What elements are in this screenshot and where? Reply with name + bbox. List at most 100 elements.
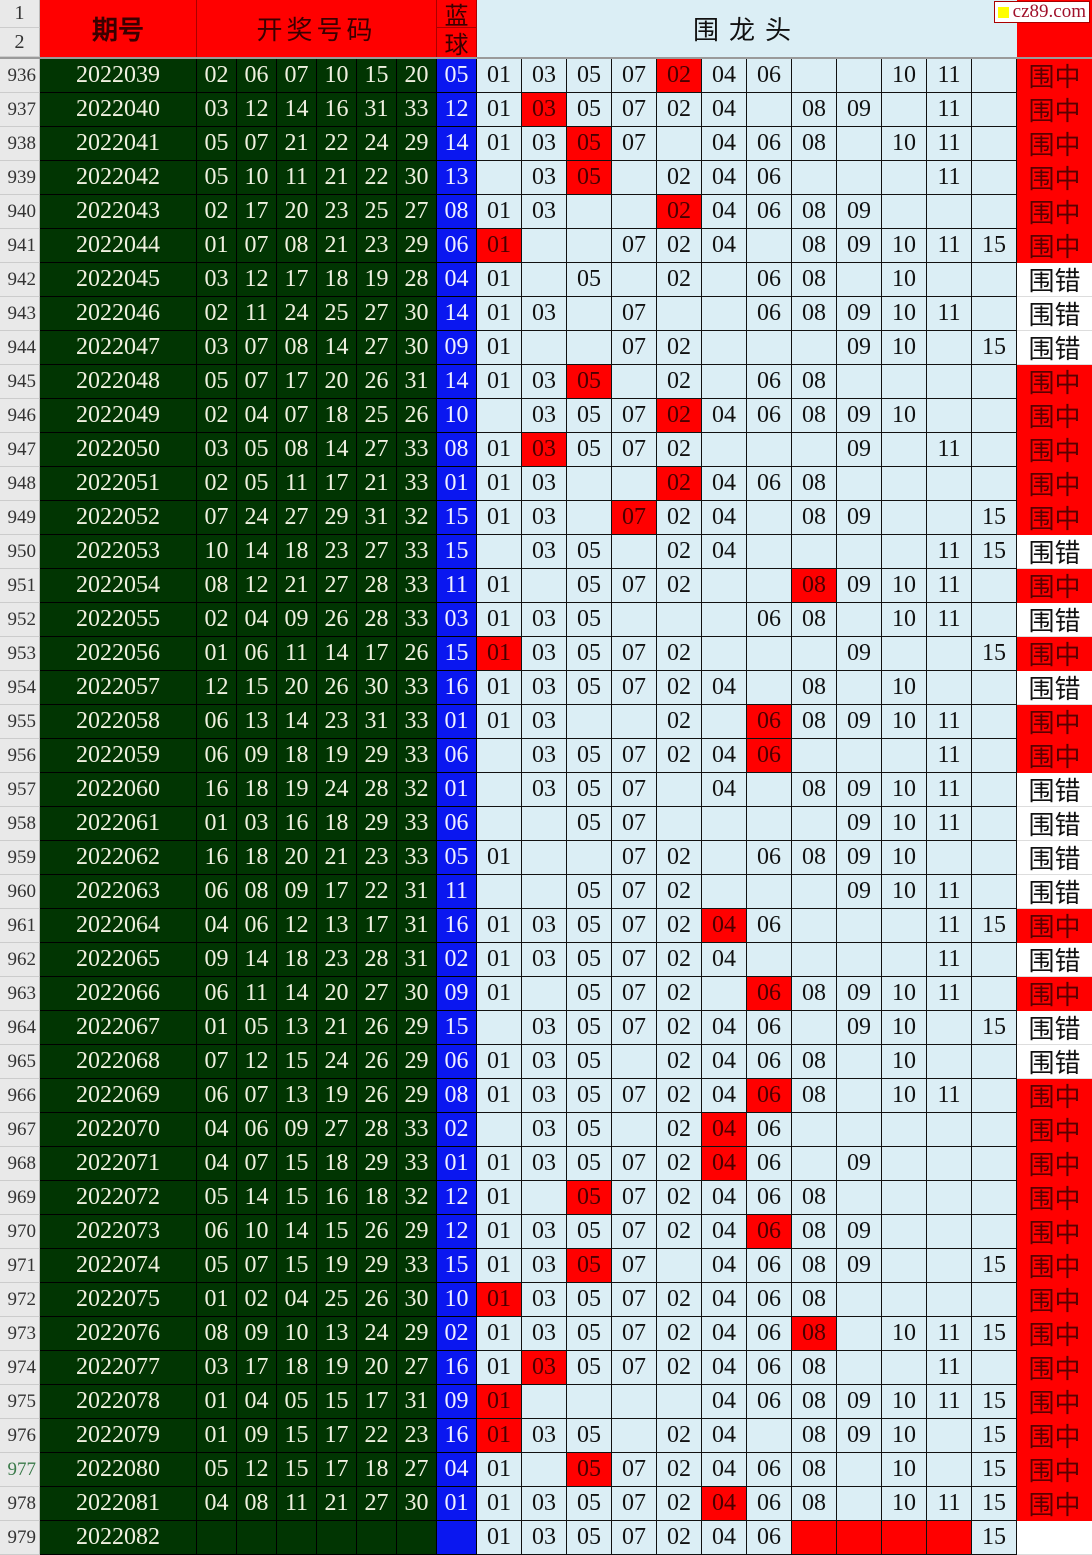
long-head-cell[interactable]: [927, 1249, 972, 1283]
long-head-cell[interactable]: 06: [747, 365, 792, 399]
long-head-cell[interactable]: 07: [612, 1317, 657, 1351]
long-head-cell[interactable]: 03: [522, 501, 567, 535]
long-head-hit-cell[interactable]: 05: [567, 161, 612, 195]
long-head-cell[interactable]: 05: [567, 1215, 612, 1249]
long-head-cell[interactable]: [612, 365, 657, 399]
long-head-cell[interactable]: 07: [612, 1521, 657, 1555]
red-ball-cell[interactable]: 07: [237, 365, 277, 399]
long-head-cell[interactable]: [882, 467, 927, 501]
long-head-cell[interactable]: 06: [747, 1045, 792, 1079]
red-ball-cell[interactable]: 13: [317, 909, 357, 943]
long-head-cell[interactable]: 10: [882, 1419, 927, 1453]
long-head-cell[interactable]: [567, 195, 612, 229]
long-head-cell[interactable]: [792, 739, 837, 773]
long-head-hit-cell[interactable]: 01: [477, 1385, 522, 1419]
long-head-cell[interactable]: 06: [747, 161, 792, 195]
long-head-cell[interactable]: 10: [882, 977, 927, 1011]
red-ball-cell[interactable]: 23: [357, 229, 397, 263]
blue-ball-cell[interactable]: 01: [437, 467, 477, 501]
red-ball-cell[interactable]: 04: [197, 1147, 237, 1181]
red-ball-cell[interactable]: 26: [357, 1215, 397, 1249]
blue-ball-cell[interactable]: 15: [437, 535, 477, 569]
long-head-cell[interactable]: 11: [927, 161, 972, 195]
row-number[interactable]: 940: [0, 195, 40, 229]
long-head-cell[interactable]: 06: [747, 127, 792, 161]
red-ball-cell[interactable]: 30: [397, 331, 437, 365]
result-cell[interactable]: 围错: [1017, 773, 1092, 807]
result-cell[interactable]: 围中: [1017, 1147, 1092, 1181]
red-ball-cell[interactable]: 14: [237, 943, 277, 977]
row-number[interactable]: 963: [0, 977, 40, 1011]
long-head-cell[interactable]: 10: [882, 263, 927, 297]
long-head-cell[interactable]: 07: [612, 229, 657, 263]
long-head-cell[interactable]: 09: [837, 773, 882, 807]
long-head-cell[interactable]: 01: [477, 1147, 522, 1181]
long-head-cell[interactable]: [972, 739, 1017, 773]
long-head-cell[interactable]: 02: [657, 841, 702, 875]
red-ball-cell[interactable]: 07: [197, 1045, 237, 1079]
red-ball-cell[interactable]: 29: [397, 1011, 437, 1045]
red-ball-cell[interactable]: 16: [197, 773, 237, 807]
long-head-cell[interactable]: 05: [567, 875, 612, 909]
long-head-cell[interactable]: 11: [927, 977, 972, 1011]
red-ball-cell[interactable]: 17: [357, 909, 397, 943]
red-ball-cell[interactable]: 01: [197, 1011, 237, 1045]
long-head-cell[interactable]: 11: [927, 535, 972, 569]
result-cell[interactable]: 围中: [1017, 1079, 1092, 1113]
long-head-hit-cell[interactable]: 04: [702, 1487, 747, 1521]
red-ball-cell[interactable]: 14: [277, 1215, 317, 1249]
blue-ball-cell[interactable]: 02: [437, 1317, 477, 1351]
long-head-cell[interactable]: [792, 909, 837, 943]
long-head-cell[interactable]: [927, 1045, 972, 1079]
red-ball-cell[interactable]: 18: [277, 1351, 317, 1385]
red-ball-cell[interactable]: 06: [197, 739, 237, 773]
red-ball-cell[interactable]: 07: [237, 127, 277, 161]
long-head-cell[interactable]: 10: [882, 1317, 927, 1351]
long-head-cell[interactable]: [702, 433, 747, 467]
long-head-cell[interactable]: [882, 1113, 927, 1147]
long-head-cell[interactable]: 07: [612, 399, 657, 433]
long-head-cell[interactable]: 11: [927, 229, 972, 263]
issue-cell[interactable]: 2022045: [40, 263, 197, 297]
issue-cell[interactable]: 2022078: [40, 1385, 197, 1419]
long-head-cell[interactable]: 09: [837, 841, 882, 875]
long-head-cell[interactable]: [972, 1215, 1017, 1249]
issue-cell[interactable]: 2022041: [40, 127, 197, 161]
long-head-cell[interactable]: 02: [657, 1419, 702, 1453]
long-head-cell[interactable]: [702, 807, 747, 841]
long-head-cell[interactable]: 01: [477, 909, 522, 943]
red-ball-cell[interactable]: 15: [317, 1385, 357, 1419]
row-number[interactable]: 958: [0, 807, 40, 841]
long-head-cell[interactable]: 08: [792, 1045, 837, 1079]
result-cell[interactable]: 围中: [1017, 739, 1092, 773]
issue-cell[interactable]: 2022051: [40, 467, 197, 501]
long-head-hit-cell[interactable]: 06: [747, 739, 792, 773]
red-ball-cell[interactable]: [317, 1521, 357, 1555]
long-head-hit-cell[interactable]: 01: [477, 637, 522, 671]
result-cell[interactable]: 围中: [1017, 1419, 1092, 1453]
red-ball-cell[interactable]: 17: [237, 1351, 277, 1385]
long-head-cell[interactable]: [657, 773, 702, 807]
long-head-cell[interactable]: [477, 875, 522, 909]
issue-cell[interactable]: 2022048: [40, 365, 197, 399]
long-head-cell[interactable]: [612, 263, 657, 297]
long-head-cell[interactable]: [837, 263, 882, 297]
long-head-cell[interactable]: [927, 637, 972, 671]
blue-ball-cell[interactable]: 04: [437, 263, 477, 297]
red-ball-cell[interactable]: 27: [357, 535, 397, 569]
issue-cell[interactable]: 2022065: [40, 943, 197, 977]
long-head-cell[interactable]: [702, 603, 747, 637]
long-head-cell[interactable]: [882, 1181, 927, 1215]
long-head-cell[interactable]: 02: [657, 1147, 702, 1181]
blue-ball-cell[interactable]: 06: [437, 229, 477, 263]
long-head-cell[interactable]: 09: [837, 1215, 882, 1249]
red-ball-cell[interactable]: 07: [237, 1079, 277, 1113]
red-ball-cell[interactable]: 13: [277, 1011, 317, 1045]
red-ball-cell[interactable]: [397, 1521, 437, 1555]
long-head-cell[interactable]: [837, 1351, 882, 1385]
long-head-cell[interactable]: 05: [567, 909, 612, 943]
long-head-cell[interactable]: 09: [837, 977, 882, 1011]
red-ball-cell[interactable]: 21: [317, 841, 357, 875]
long-head-cell[interactable]: 11: [927, 603, 972, 637]
red-ball-cell[interactable]: 21: [317, 1011, 357, 1045]
